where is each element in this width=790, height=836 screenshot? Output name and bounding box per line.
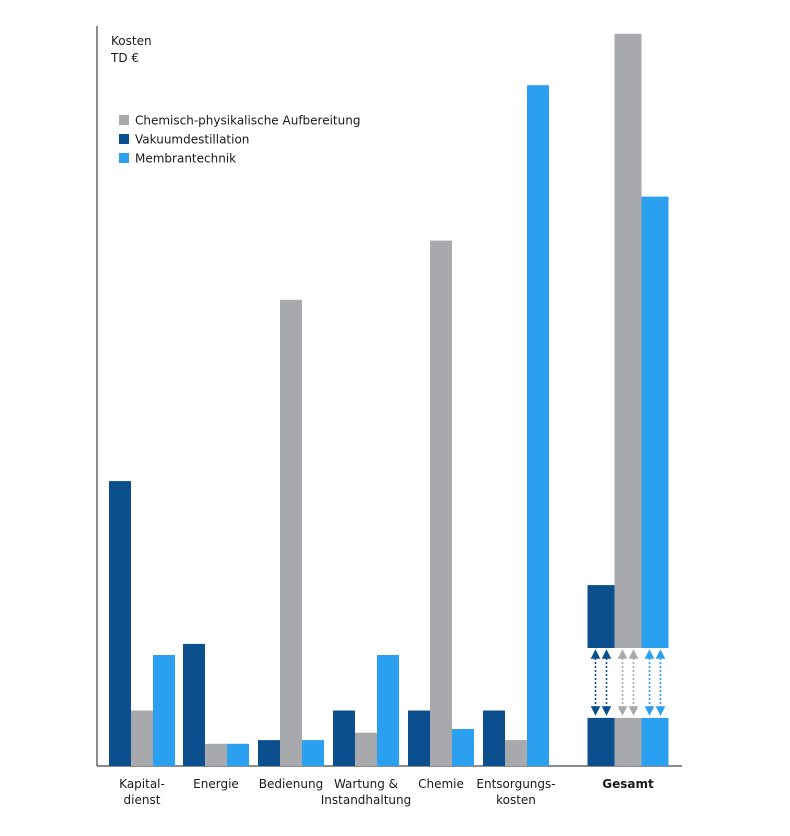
x-tick-label-4-2: Instandhaltung — [321, 793, 412, 807]
x-tick-label-5-1: Chemie — [418, 777, 464, 791]
bar-mem-2 — [227, 743, 249, 766]
bar-total-upper-vak — [587, 585, 615, 648]
y-axis-label-line2: TD € — [110, 51, 139, 65]
bar-mem-3 — [302, 740, 324, 766]
legend-swatch-mem — [119, 153, 129, 163]
bar-vak-3 — [258, 740, 280, 766]
legend-label-vak: Vakuumdestillation — [135, 133, 249, 147]
x-tick-label-4-1: Wartung & — [334, 777, 398, 791]
bar-chem-3 — [280, 299, 302, 766]
bar-vak-4 — [333, 710, 355, 766]
bars — [109, 33, 669, 767]
bar-chem-4 — [355, 732, 377, 766]
bar-total-lower-chem — [614, 717, 642, 766]
legend-label-mem: Membrantechnik — [135, 152, 236, 166]
legend: Chemisch-physikalische Aufbereitung Vakuu… — [119, 114, 360, 166]
bar-chem-6 — [505, 740, 527, 766]
bar-total-lower-mem — [641, 717, 669, 766]
y-axis-label-line1: Kosten — [111, 34, 152, 48]
bar-chem-1 — [131, 710, 153, 766]
bar-vak-5 — [408, 710, 430, 766]
bar-total-upper-chem — [614, 33, 642, 649]
x-tick-label-1-1: Kapital- — [119, 777, 165, 791]
bar-total-upper-mem — [641, 196, 669, 648]
bar-vak-2 — [183, 643, 205, 766]
bar-chem-5 — [430, 240, 452, 767]
x-tick-labels: Kapital-dienst Energie Bedienung Wartung & I… — [119, 777, 654, 807]
bar-vak-6 — [483, 710, 505, 766]
x-tick-label-2-1: Energie — [193, 777, 239, 791]
legend-swatch-vak — [119, 134, 129, 144]
x-tick-label-6-2: kosten — [496, 793, 536, 807]
bar-vak-1 — [109, 481, 131, 766]
x-tick-label-7-1: Gesamt — [602, 777, 654, 791]
bar-chem-2 — [205, 743, 227, 766]
legend-swatch-chem — [119, 115, 129, 125]
x-tick-label-3-1: Bedienung — [259, 777, 323, 791]
bar-total-lower-vak — [587, 717, 615, 766]
x-tick-label-1-2: dienst — [124, 793, 161, 807]
bar-mem-1 — [153, 655, 175, 766]
bar-mem-5 — [452, 729, 474, 766]
legend-label-chem: Chemisch-physikalische Aufbereitung — [135, 114, 360, 128]
bar-mem-6 — [527, 85, 549, 766]
bar-mem-4 — [377, 655, 399, 766]
x-tick-label-6-1: Entsorgungs- — [476, 777, 555, 791]
